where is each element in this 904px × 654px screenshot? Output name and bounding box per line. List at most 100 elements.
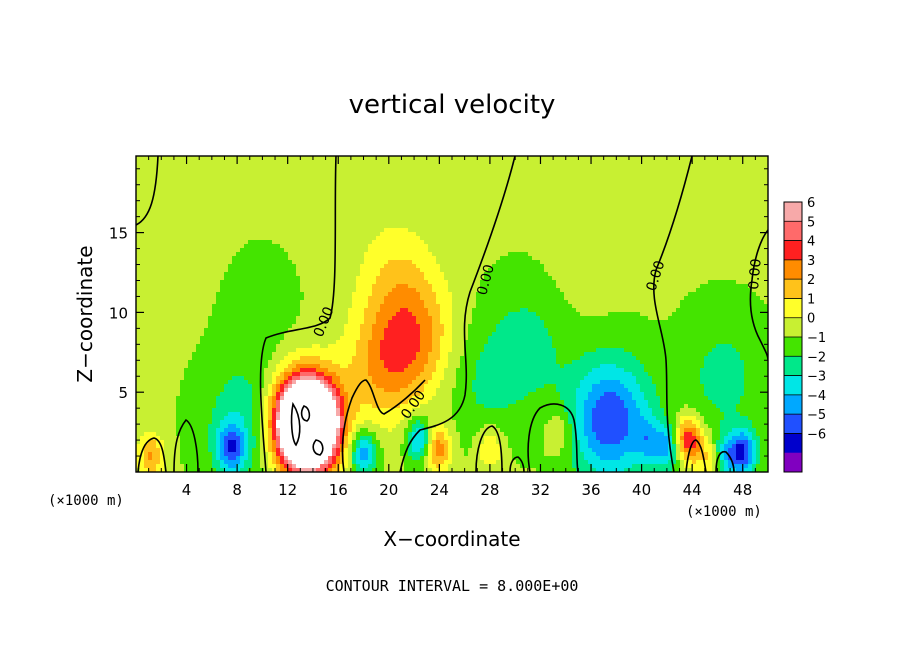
heatmap-cell (412, 256, 417, 261)
heatmap-cell (456, 208, 461, 213)
heatmap-cell (288, 268, 293, 273)
heatmap-cell (452, 280, 457, 285)
heatmap-cell (540, 228, 545, 233)
heatmap-cell (164, 200, 169, 205)
heatmap-cell (460, 204, 465, 209)
heatmap-cell (344, 260, 349, 265)
heatmap-cell (608, 220, 613, 225)
heatmap-cell (656, 188, 661, 193)
heatmap-cell (560, 200, 565, 205)
heatmap-cell (312, 212, 317, 217)
heatmap-cell (512, 188, 517, 193)
heatmap-cell (424, 180, 429, 185)
heatmap-cell (204, 196, 209, 201)
heatmap-cell (236, 248, 241, 253)
heatmap-cell (152, 276, 157, 281)
heatmap-cell (292, 280, 297, 285)
heatmap-cell (288, 180, 293, 185)
heatmap-cell (240, 160, 245, 165)
heatmap-cell (412, 164, 417, 169)
heatmap-cell (576, 224, 581, 229)
heatmap-cell (612, 176, 617, 181)
heatmap-cell (584, 200, 589, 205)
heatmap-cell (364, 248, 369, 253)
heatmap-cell (644, 180, 649, 185)
heatmap-cell (576, 192, 581, 197)
heatmap-cell (404, 200, 409, 205)
heatmap-cell (512, 272, 517, 277)
heatmap-cell (260, 264, 265, 269)
heatmap-cell (764, 260, 768, 265)
heatmap-cell (528, 176, 533, 181)
heatmap-cell (400, 228, 405, 233)
heatmap-cell (556, 252, 561, 257)
heatmap-cell (252, 208, 257, 213)
heatmap-cell (340, 200, 345, 205)
heatmap-cell (144, 268, 149, 273)
heatmap-cell (744, 164, 749, 169)
heatmap-cell (732, 264, 737, 269)
heatmap-cell (688, 244, 693, 249)
heatmap-cell (704, 260, 709, 265)
heatmap-cell (268, 164, 273, 169)
heatmap-cell (588, 252, 593, 257)
heatmap-cell (736, 232, 741, 237)
heatmap-cell (588, 160, 593, 165)
heatmap-cell (512, 172, 517, 177)
heatmap-cell (384, 168, 389, 173)
heatmap-cell (372, 164, 377, 169)
heatmap-cell (368, 156, 373, 161)
heatmap-cell (648, 268, 653, 273)
heatmap-cell (504, 176, 509, 181)
heatmap-cell (524, 156, 529, 161)
heatmap-cell (140, 216, 145, 221)
heatmap-cell (752, 232, 757, 237)
heatmap-cell (624, 164, 629, 169)
heatmap-cell (372, 160, 377, 165)
heatmap-cell (340, 248, 345, 253)
heatmap-cell (192, 240, 197, 245)
heatmap-cell (240, 244, 245, 249)
heatmap-cell (432, 248, 437, 253)
heatmap-cell (336, 228, 341, 233)
heatmap-cell (444, 192, 449, 197)
heatmap-cell (440, 176, 445, 181)
heatmap-cell (464, 224, 469, 229)
heatmap-cell (760, 196, 765, 201)
heatmap-cell (164, 208, 169, 213)
heatmap-cell (156, 264, 161, 269)
heatmap-cell (412, 188, 417, 193)
heatmap-cell (168, 184, 173, 189)
heatmap-cell (736, 252, 741, 257)
heatmap-cell (260, 236, 265, 241)
heatmap-cell (560, 228, 565, 233)
heatmap-cell (480, 240, 485, 245)
heatmap-cell (344, 220, 349, 225)
heatmap-cell (688, 156, 693, 161)
heatmap-cell (504, 220, 509, 225)
heatmap-cell (340, 168, 345, 173)
heatmap-cell (232, 280, 237, 285)
heatmap-cell (688, 212, 693, 217)
heatmap-cell (652, 268, 657, 273)
heatmap-cell (368, 208, 373, 213)
heatmap-cell (152, 184, 157, 189)
heatmap-cell (160, 192, 165, 197)
heatmap-cell (268, 276, 273, 281)
heatmap-cell (372, 196, 377, 201)
heatmap-cell (636, 196, 641, 201)
heatmap-cell (224, 276, 229, 281)
heatmap-cell (256, 176, 261, 181)
heatmap-cell (616, 168, 621, 173)
heatmap-cell (400, 204, 405, 209)
heatmap-cell (720, 192, 725, 197)
heatmap-cell (548, 272, 553, 277)
heatmap-cell (368, 248, 373, 253)
heatmap-cell (144, 172, 149, 177)
heatmap-cell (252, 264, 257, 269)
heatmap-cell (660, 228, 665, 233)
heatmap-cell (292, 184, 297, 189)
heatmap-cell (724, 224, 729, 229)
heatmap-cell (684, 272, 689, 277)
heatmap-cell (316, 236, 321, 241)
